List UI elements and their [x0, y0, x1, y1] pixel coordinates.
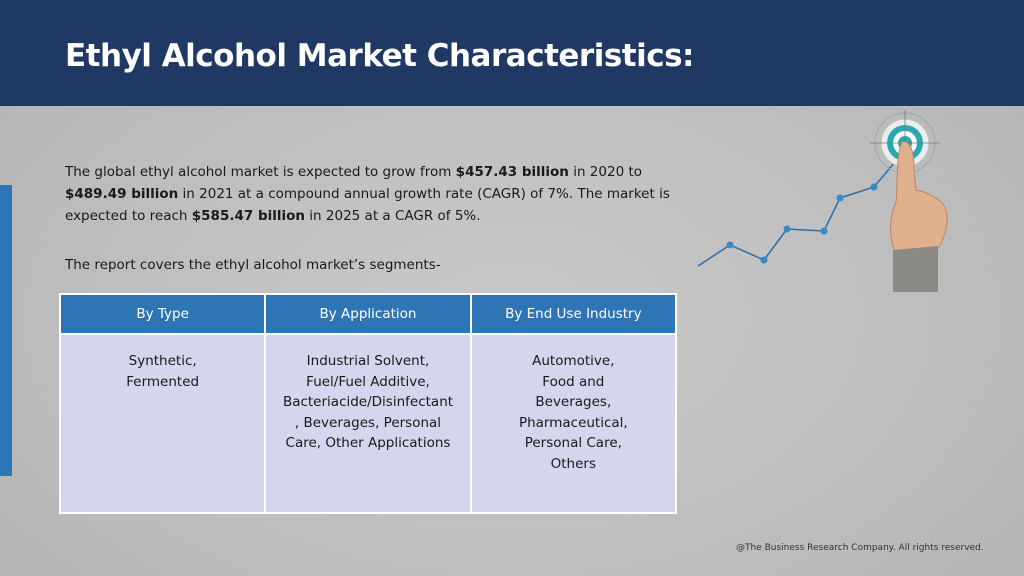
intro-paragraph: The global ethyl alcohol market is expec…: [65, 161, 685, 227]
cell-line: Fermented: [126, 373, 200, 390]
text-run: in 2021 at a compound annual growth rate…: [65, 186, 670, 224]
segments-intro: The report covers the ethyl alcohol mark…: [65, 257, 441, 273]
cell-line: Automotive,: [532, 353, 615, 369]
cell-line: Food and: [542, 373, 605, 390]
cell-line: Personal Care,: [524, 435, 622, 451]
table-cell: Synthetic, Fermented: [58, 333, 267, 514]
growth-illustration: [697, 110, 948, 292]
segments-table: By Type By Application By End Use Industry…: [58, 293, 678, 514]
cell-line: Industrial Solvent,: [306, 353, 430, 369]
table-header-row: By Type By Application By End Use Industry: [58, 293, 678, 335]
table-cell: Industrial Solvent, Fuel/Fuel Additive, Ba…: [264, 333, 472, 514]
table-cell: Automotive, Food and Beverages, Pharmaceuti…: [469, 333, 678, 514]
title: Ethyl Alcohol Market Characteristics:: [65, 38, 694, 74]
header-bar: Ethyl Alcohol Market Characteristics:: [0, 0, 1024, 106]
column-header: By Type: [58, 293, 267, 335]
column-header: By End Use Industry: [469, 293, 678, 335]
highlight-figure: $457.43 billion: [455, 164, 569, 180]
text-run: The global ethyl alcohol market is expec…: [65, 164, 456, 180]
cell-line: Bacteriacide/Disinfectant: [282, 394, 454, 410]
text-run: in 2020 to: [568, 164, 643, 180]
highlight-figure: $585.47 billion: [191, 208, 306, 224]
cell-line: , Beverages, Personal: [294, 414, 442, 431]
cell-line: Pharmaceutical,: [518, 414, 628, 431]
decor-line: [697, 161, 896, 267]
footer: @The Business Research Company. All righ…: [736, 543, 984, 553]
cell-line: Synthetic,: [128, 353, 197, 369]
column-header: By Application: [264, 293, 472, 335]
decor-dots: [726, 183, 878, 264]
text-run: in 2025 at a CAGR of 5%.: [305, 208, 481, 224]
hand: [890, 141, 948, 292]
cell-line: Beverages,: [535, 394, 612, 410]
side-accent: [0, 185, 12, 476]
cell-line: Fuel/Fuel Additive,: [306, 373, 430, 390]
highlight-figure: $489.49 billion: [65, 186, 179, 202]
cell-line: Others: [550, 455, 597, 472]
table-body-row: Synthetic, Fermented Industrial Solvent, Fu…: [58, 333, 678, 514]
cell-line: Care, Other Applications: [285, 435, 451, 451]
